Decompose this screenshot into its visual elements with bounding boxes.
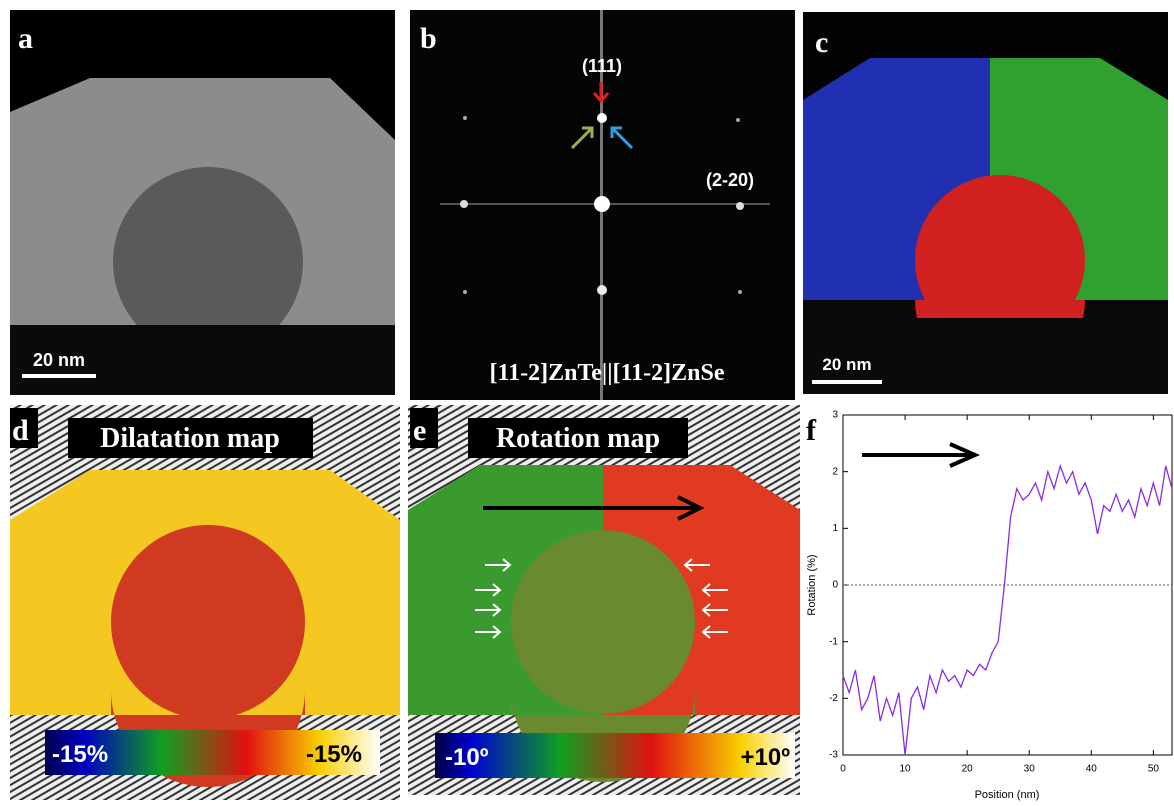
y-tick-label: -1 bbox=[829, 636, 838, 647]
panel-label: d bbox=[12, 414, 29, 447]
zone-axis-label: [11-2]ZnTe||[11-2]ZnSe bbox=[489, 360, 724, 386]
x-tick-label: 10 bbox=[900, 764, 912, 775]
colorbar-min: -10º bbox=[445, 744, 489, 771]
x-tick-label: 40 bbox=[1086, 764, 1098, 775]
y-tick-label: -2 bbox=[829, 693, 838, 704]
y-tick-label: -3 bbox=[829, 750, 838, 761]
panel-label: b bbox=[420, 22, 437, 55]
y-tick-label: 1 bbox=[832, 523, 838, 534]
x-tick-label: 30 bbox=[1024, 764, 1036, 775]
colorbar-max: -15% bbox=[306, 741, 362, 768]
scale-bar-label: 20 nm bbox=[822, 355, 871, 374]
panel-a: a 20 nm bbox=[10, 10, 395, 395]
panel-label: c bbox=[815, 26, 828, 59]
panel-label: e bbox=[413, 414, 426, 447]
panel-f: f Position (nm) Rotation (%) bbox=[806, 414, 1039, 801]
colorbar-max: +10º bbox=[741, 744, 791, 771]
panel-b: b (111) (2-20) [11-2]ZnTe||[11-2]ZnSe bbox=[410, 10, 795, 400]
map-title: Dilatation map bbox=[100, 423, 280, 454]
scale-bar-label: 20 nm bbox=[33, 350, 85, 370]
data-line bbox=[842, 463, 1173, 756]
spot-label: (111) bbox=[582, 56, 622, 76]
x-tick-label: 0 bbox=[840, 764, 846, 775]
spot-label: (2-20) bbox=[706, 170, 754, 190]
colorbar-min: -15% bbox=[52, 741, 108, 768]
panel-d: d Dilatation map -15% -15% bbox=[10, 405, 400, 800]
y-axis-label: Rotation (%) bbox=[806, 554, 818, 615]
panel-e: e Rotation map -10º +10º bbox=[408, 405, 800, 795]
x-axis-label: Position (nm) bbox=[975, 789, 1040, 801]
y-tick-label: 3 bbox=[832, 410, 838, 421]
y-tick-label: 2 bbox=[832, 466, 838, 477]
map-title: Rotation map bbox=[496, 423, 660, 454]
x-tick-label: 50 bbox=[1148, 764, 1160, 775]
x-tick-label: 20 bbox=[962, 764, 974, 775]
panel-c: c 20 nm bbox=[803, 12, 1168, 394]
panel-label: f bbox=[806, 414, 817, 447]
y-tick-label: 0 bbox=[832, 580, 838, 591]
panel-label: a bbox=[18, 22, 33, 55]
